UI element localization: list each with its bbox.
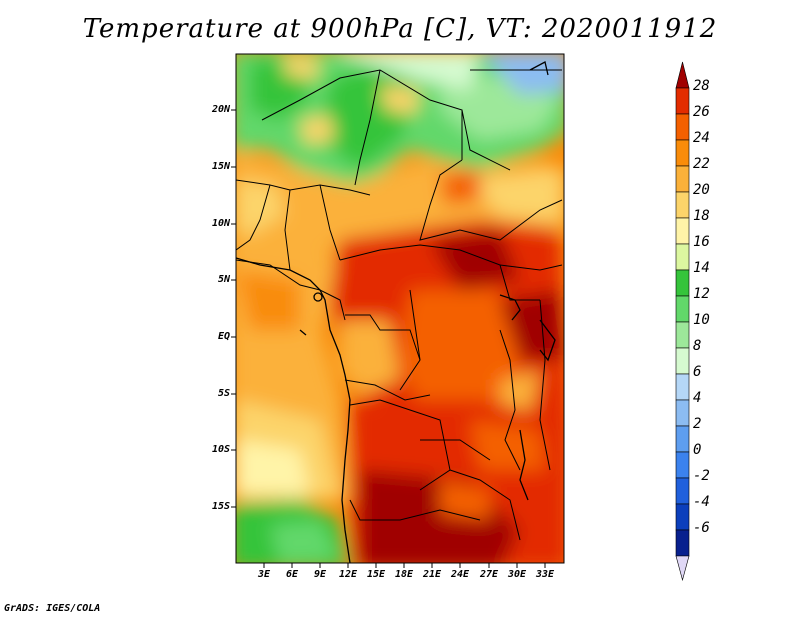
colorbar-segment: [675, 113, 690, 141]
colorbar-label-28: 28: [693, 78, 710, 94]
colorbar-segment: [675, 139, 690, 167]
colorbar-label-20: 20: [693, 182, 710, 198]
colorbar-label-minus4: -4: [693, 494, 710, 510]
colorbar-segment: [675, 477, 690, 505]
lon-label-18e: 18E: [394, 569, 414, 580]
colorbar-segment: [675, 269, 690, 297]
lon-label-24e: 24E: [450, 569, 470, 580]
colorbar-label-18: 18: [693, 208, 710, 224]
coastline: [236, 61, 556, 563]
colorbar-segment: [675, 321, 690, 349]
colorbar-label-22: 22: [693, 156, 710, 172]
colorbar-label-24: 24: [693, 130, 710, 146]
colorbar-segment: [675, 295, 690, 323]
colorbar-label-0: 0: [693, 442, 702, 458]
lon-label-33e: 33E: [535, 569, 555, 580]
axis-ticks: [231, 109, 546, 568]
grads-credit: GrADS: IGES/COLA: [4, 603, 101, 614]
country-borders: [236, 69, 563, 541]
lon-label-30e: 30E: [507, 569, 527, 580]
map-frame: [235, 53, 565, 564]
colorbar-label-4: 4: [693, 390, 702, 406]
colorbar-label-14: 14: [693, 260, 710, 276]
temperature-field: [236, 54, 564, 563]
colorbar-segment: [675, 503, 690, 531]
colorbar-label-10: 10: [693, 312, 710, 328]
colorbar-label-26: 26: [693, 104, 710, 120]
colorbar-segment: [675, 347, 690, 375]
colorbar-label-minus2: -2: [693, 468, 710, 484]
lat-label-20n: 20N: [211, 104, 230, 115]
lat-label-10n: 10N: [211, 218, 230, 229]
colorbar-segment: [675, 243, 690, 271]
colorbar-segment: [675, 165, 690, 193]
lat-label-5n: 5N: [217, 274, 230, 285]
lat-label-15s: 15S: [211, 501, 230, 512]
colorbar-label-12: 12: [693, 286, 710, 302]
colorbar-segment: [675, 191, 690, 219]
colorbar-label-8: 8: [693, 338, 702, 354]
lat-label-eq: EQ: [217, 331, 230, 342]
colorbar-label-2: 2: [693, 416, 702, 432]
lon-label-12e: 12E: [338, 569, 358, 580]
colorbar-segment: [675, 373, 690, 401]
colorbar-bottom-arrow: [675, 555, 690, 582]
colorbar-segment: [675, 217, 690, 245]
colorbar-label-6: 6: [693, 364, 702, 380]
colorbar-segment: [675, 87, 690, 115]
colorbar-segment: [675, 425, 690, 453]
lat-label-5s: 5S: [217, 388, 230, 399]
colorbar-segment: [675, 451, 690, 479]
lat-label-15n: 15N: [211, 161, 230, 172]
lon-label-6e: 6E: [285, 569, 299, 580]
colorbar-label-minus6: -6: [693, 520, 710, 536]
colorbar-segment: [675, 529, 690, 557]
colorbar-label-16: 16: [693, 234, 710, 250]
colorbar: [675, 61, 690, 582]
map-title: Temperature at 900hPa [C], VT: 202001191…: [82, 14, 718, 44]
lon-label-9e: 9E: [313, 569, 327, 580]
colorbar-top-arrow: [675, 61, 690, 89]
colorbar-segment: [675, 399, 690, 427]
lon-label-15e: 15E: [366, 569, 386, 580]
lat-label-10s: 10S: [211, 444, 230, 455]
lon-label-21e: 21E: [422, 569, 442, 580]
lon-label-27e: 27E: [479, 569, 499, 580]
lon-label-3e: 3E: [257, 569, 271, 580]
